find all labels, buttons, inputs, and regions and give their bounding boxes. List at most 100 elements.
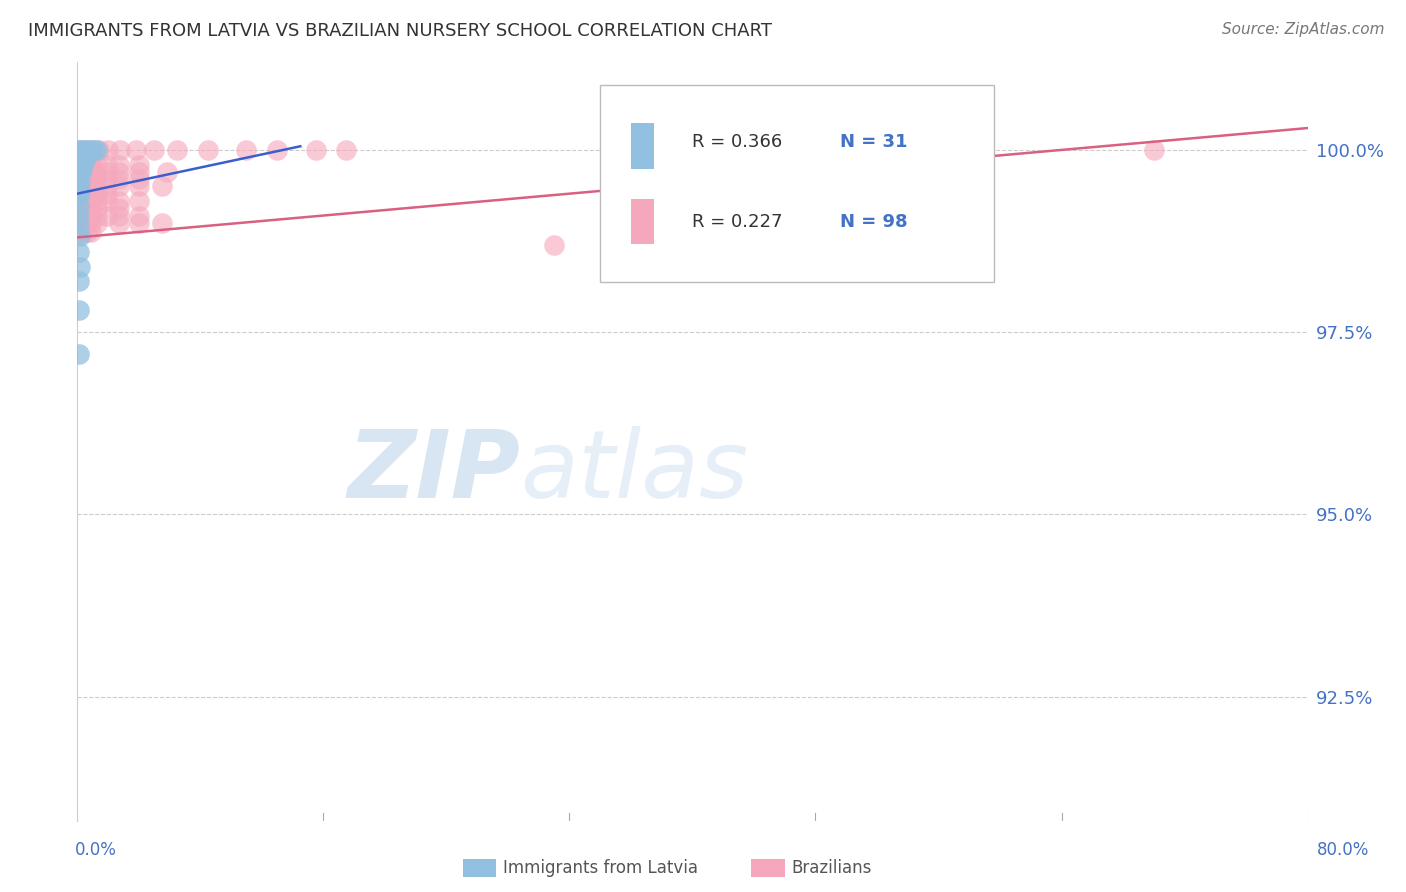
Point (86, 209, 108, 223)
Point (70, 143, 93, 157)
Point (70, 216, 93, 230)
Point (1143, 143, 1166, 157)
Point (108, 216, 131, 230)
Point (70, 179, 93, 194)
Point (96, 179, 118, 194)
Point (543, 237, 565, 252)
Point (76, 165, 98, 179)
Point (128, 172, 150, 186)
Point (87, 143, 110, 157)
Point (70, 186, 93, 201)
Point (235, 143, 257, 157)
Point (67, 225, 90, 239)
Point (70, 201, 93, 215)
Point (67, 153, 90, 168)
Point (80, 179, 103, 194)
Point (96, 186, 118, 201)
Point (97, 143, 120, 157)
Point (76, 150, 98, 164)
Point (70, 143, 93, 157)
Text: R = 0.227: R = 0.227 (693, 212, 783, 231)
Point (83, 143, 105, 157)
Point (70, 194, 93, 208)
Point (67, 194, 90, 208)
Point (96, 172, 118, 186)
Point (80, 172, 103, 186)
Point (76, 157, 98, 171)
Point (166, 143, 188, 157)
Point (108, 157, 131, 171)
Point (69, 184, 91, 198)
Point (76, 148, 98, 162)
Point (335, 143, 357, 157)
Point (86, 186, 108, 201)
Point (67, 216, 90, 230)
Point (70, 157, 93, 171)
Point (108, 179, 131, 194)
Point (150, 216, 173, 230)
Text: N = 98: N = 98 (841, 212, 908, 231)
Point (86, 216, 108, 230)
Point (67, 157, 90, 171)
Point (80, 216, 103, 230)
Point (69, 158, 91, 172)
Point (128, 179, 150, 194)
Point (67, 165, 90, 179)
Point (266, 143, 288, 157)
Point (67, 244, 90, 259)
Point (125, 143, 148, 157)
Point (86, 157, 108, 171)
Point (76, 179, 98, 194)
Point (70, 165, 93, 179)
Point (76, 225, 98, 239)
Bar (631, 123, 654, 169)
Point (67, 201, 90, 215)
Point (69, 148, 91, 162)
Point (77, 143, 100, 157)
Text: R = 0.366: R = 0.366 (693, 133, 783, 151)
Point (69, 173, 91, 187)
Point (80, 165, 103, 179)
Point (67, 347, 90, 361)
Point (76, 201, 98, 215)
Point (96, 194, 118, 208)
Point (108, 209, 131, 223)
Point (72, 148, 94, 162)
Point (128, 209, 150, 223)
Point (76, 216, 98, 230)
Point (143, 143, 166, 157)
Point (73, 143, 96, 157)
Point (67, 274, 90, 288)
Text: Source: ZipAtlas.com: Source: ZipAtlas.com (1222, 22, 1385, 37)
Point (86, 165, 108, 179)
Point (80, 157, 103, 171)
Text: 0.0%: 0.0% (75, 840, 117, 858)
Point (67, 178, 90, 193)
Point (96, 209, 118, 223)
Point (67, 150, 90, 164)
Text: ZIP: ZIP (347, 425, 520, 518)
Point (197, 143, 219, 157)
Point (67, 209, 90, 223)
Point (80, 143, 103, 157)
Point (86, 172, 108, 186)
Point (73, 153, 96, 168)
Point (86, 179, 108, 194)
Point (70, 150, 93, 164)
Point (80, 225, 103, 239)
Point (80, 150, 103, 164)
Point (70, 153, 93, 168)
Point (67, 143, 90, 157)
Point (70, 209, 93, 223)
Point (108, 194, 131, 208)
Point (128, 216, 150, 230)
Point (155, 165, 177, 179)
Point (305, 143, 328, 157)
Point (108, 165, 131, 179)
Point (80, 209, 103, 223)
Point (804, 179, 827, 194)
Point (96, 157, 118, 171)
Point (108, 172, 131, 186)
Point (73, 143, 96, 157)
Point (67, 143, 90, 157)
